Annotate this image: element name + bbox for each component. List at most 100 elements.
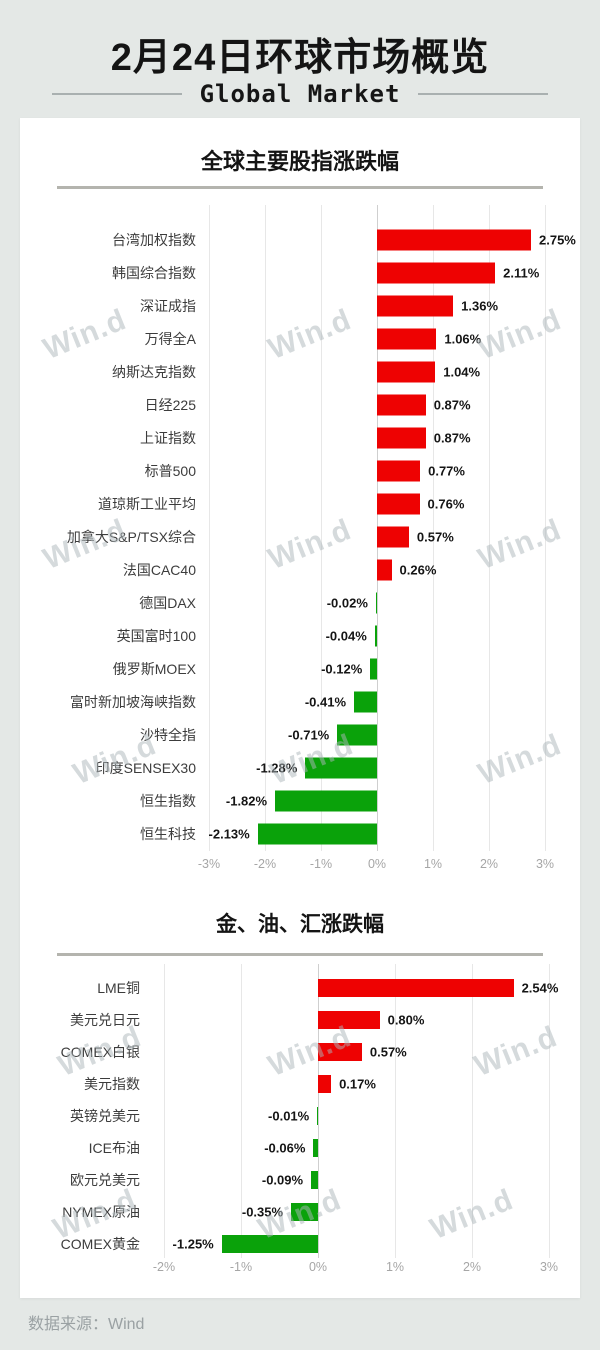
axis-tick-label: 2%	[462, 1260, 482, 1274]
negative-bar	[370, 658, 377, 679]
value-label: -1.28%	[256, 760, 298, 775]
value-label: 0.17%	[339, 1076, 376, 1092]
gold-oil-fx-chart-title: 金、油、汇涨跌幅	[216, 913, 384, 936]
category-label: 恒生科技	[140, 825, 196, 842]
gridline	[433, 205, 434, 851]
value-label: -0.06%	[264, 1140, 306, 1156]
subtitle-left-line	[51, 93, 182, 95]
chart-row: 万得全A 1.06%	[20, 322, 580, 355]
value-label: 0.26%	[399, 562, 437, 577]
value-label: -2.13%	[208, 826, 250, 841]
category-label: COMEX白银	[60, 1044, 140, 1060]
negative-bar	[305, 757, 377, 778]
value-label: -1.25%	[172, 1236, 214, 1252]
axis-tick-label: 0%	[367, 857, 387, 871]
chart-row: 纳斯达克指数 1.04%	[20, 355, 580, 388]
subtitle-text: Global Market	[199, 80, 401, 108]
axis-tick-label: 3%	[535, 857, 555, 871]
positive-bar	[377, 493, 420, 514]
axis-tick-label: 1%	[385, 1260, 405, 1274]
chart-row: COMEX黄金 -1.25%	[20, 1228, 580, 1260]
value-label: -1.82%	[225, 793, 268, 808]
negative-bar	[257, 823, 377, 844]
negative-bar	[375, 592, 377, 613]
category-label: 恒生指数	[140, 792, 196, 809]
category-label: 韩国综合指数	[112, 264, 196, 281]
category-label: 法国CAC40	[122, 561, 196, 578]
axis-tick-label: -3%	[197, 857, 221, 871]
gridline	[395, 964, 396, 1258]
chart-row: 标普500 0.77%	[20, 454, 580, 487]
chart-row: 印度SENSEX30 -1.28%	[20, 751, 580, 784]
positive-bar	[318, 1011, 380, 1029]
positive-bar	[377, 328, 437, 349]
chart-row: 英国富时100 -0.04%	[20, 619, 580, 652]
positive-bar	[377, 526, 409, 547]
gridline	[472, 964, 473, 1258]
value-label: -0.12%	[321, 661, 363, 676]
chart-row: ICE布油 -0.06%	[20, 1132, 580, 1164]
chart-row: 加拿大S&P/TSX综合 0.57%	[20, 520, 580, 553]
chart-row: 俄罗斯MOEX -0.12%	[20, 652, 580, 685]
data-source: 数据来源：Wind	[28, 1316, 145, 1333]
gridline	[164, 964, 165, 1258]
category-label: 万得全A	[144, 330, 196, 347]
category-label: 上证指数	[140, 429, 196, 446]
axis-tick-label: 3%	[539, 1260, 559, 1274]
category-label: 道琼斯工业平均	[98, 495, 196, 512]
chart-row: 美元指数 0.17%	[20, 1068, 580, 1100]
axis-tick-label: -1%	[309, 857, 333, 871]
positive-bar	[377, 427, 426, 448]
content-card: 全球主要股指涨跌幅 台湾加权指数 2.75% 韩国综合指数 2.11% 深证成指 1.36…	[20, 118, 580, 1298]
category-label: 加拿大S&P/TSX综合	[66, 528, 196, 545]
gridline	[209, 205, 210, 851]
stock-index-chart-title: 全球主要股指涨跌幅	[200, 149, 399, 174]
value-label: 1.04%	[443, 364, 481, 379]
value-label: 2.75%	[539, 232, 576, 247]
value-label: 2.54%	[521, 980, 559, 996]
chart-rows: LME铜 2.54% 美元兑日元 0.80% COMEX白银 0.57% 美元指数 0.17%…	[20, 972, 580, 1260]
category-label: 富时新加坡海峡指数	[70, 693, 196, 710]
positive-bar	[377, 559, 392, 580]
value-label: -0.35%	[241, 1204, 284, 1220]
subtitle-right-line	[418, 93, 549, 95]
negative-bar	[337, 724, 377, 745]
category-label: ICE布油	[88, 1140, 140, 1156]
chart-row: 法国CAC40 0.26%	[20, 553, 580, 586]
category-label: LME铜	[97, 980, 140, 996]
value-label: 1.36%	[461, 298, 499, 313]
chart-row: 深证成指 1.36%	[20, 289, 580, 322]
value-label: 2.11%	[503, 265, 540, 280]
category-label: COMEX黄金	[60, 1236, 140, 1252]
negative-bar	[221, 1235, 318, 1253]
category-label: 台湾加权指数	[112, 231, 196, 248]
chart-row: LME铜 2.54%	[20, 972, 580, 1004]
chart-row: COMEX白银 0.57%	[20, 1036, 580, 1068]
category-label: 俄罗斯MOEX	[112, 660, 196, 677]
chart-row: 道琼斯工业平均 0.76%	[20, 487, 580, 520]
value-label: 0.87%	[433, 430, 471, 445]
category-label: 深证成指	[140, 297, 196, 314]
chart-row: NYMEX原油 -0.35%	[20, 1196, 580, 1228]
category-label: 沙特全指	[140, 726, 196, 743]
chart-row: 台湾加权指数 2.75%	[20, 223, 580, 256]
gridline	[241, 964, 242, 1258]
chart-row: 富时新加坡海峡指数 -0.41%	[20, 685, 580, 718]
axis-tick-label: -1%	[229, 1260, 253, 1274]
category-label: 纳斯达克指数	[112, 363, 196, 380]
category-label: 美元指数	[84, 1076, 140, 1092]
axis-tick-label: -2%	[152, 1260, 176, 1274]
category-label: 英国富时100	[116, 627, 196, 644]
negative-bar	[275, 790, 377, 811]
positive-bar	[377, 361, 436, 382]
category-label: 印度SENSEX30	[95, 759, 196, 776]
gridline	[545, 205, 546, 851]
chart-rows: 台湾加权指数 2.75% 韩国综合指数 2.11% 深证成指 1.36% 万得全A 1.06%…	[20, 223, 580, 850]
positive-bar	[318, 1043, 362, 1061]
positive-bar	[318, 979, 514, 997]
negative-bar	[291, 1203, 318, 1221]
negative-bar	[311, 1171, 318, 1189]
category-label: 美元兑日元	[70, 1012, 140, 1028]
value-label: -0.41%	[304, 694, 347, 709]
